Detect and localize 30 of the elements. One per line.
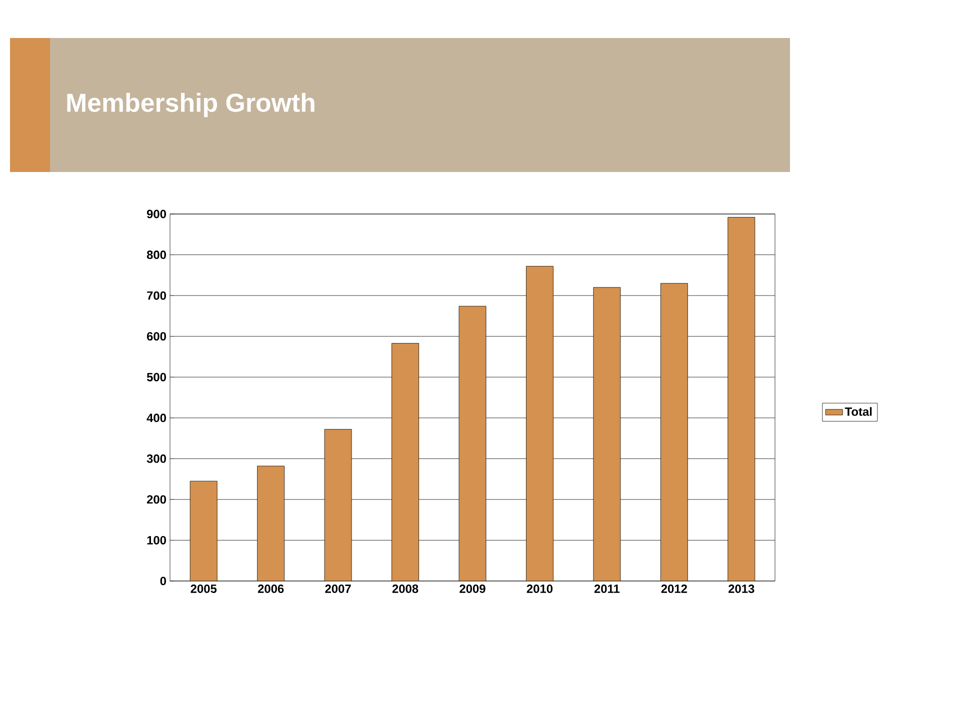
bar — [257, 466, 285, 582]
y-tick-label: 800 — [146, 250, 166, 260]
x-tick-label: 2005 — [190, 584, 217, 593]
x-tick-label: 2007 — [325, 584, 351, 593]
y-tick-label: 900 — [146, 210, 166, 218]
y-tick-label: 600 — [146, 332, 166, 341]
y-tick-label: 400 — [146, 414, 166, 422]
y-tick-label: 200 — [146, 495, 166, 504]
x-tick-label: 2012 — [661, 584, 687, 593]
y-tick-label: 300 — [146, 454, 166, 463]
bar — [458, 306, 486, 582]
x-tick-label: 2006 — [258, 584, 284, 593]
x-tick-label: 2011 — [594, 584, 620, 593]
x-tick-label: 2009 — [460, 584, 486, 593]
y-tick-label: 700 — [147, 291, 166, 300]
bar — [324, 429, 352, 582]
bar — [593, 287, 621, 582]
y-tick-label: 500 — [146, 372, 166, 382]
y-tick-label: 100 — [147, 536, 166, 544]
bar — [660, 283, 688, 582]
x-tick-label: 2010 — [526, 584, 553, 593]
bar — [190, 480, 218, 582]
legend-label: Total — [844, 407, 872, 416]
y-tick-label: 0 — [160, 576, 166, 586]
bar — [392, 343, 419, 582]
bar — [728, 217, 756, 582]
chart-title: Membership Growth — [67, 92, 314, 118]
bar — [526, 266, 554, 582]
x-tick-label: 2013 — [728, 584, 754, 594]
x-tick-label: 2008 — [392, 584, 418, 593]
